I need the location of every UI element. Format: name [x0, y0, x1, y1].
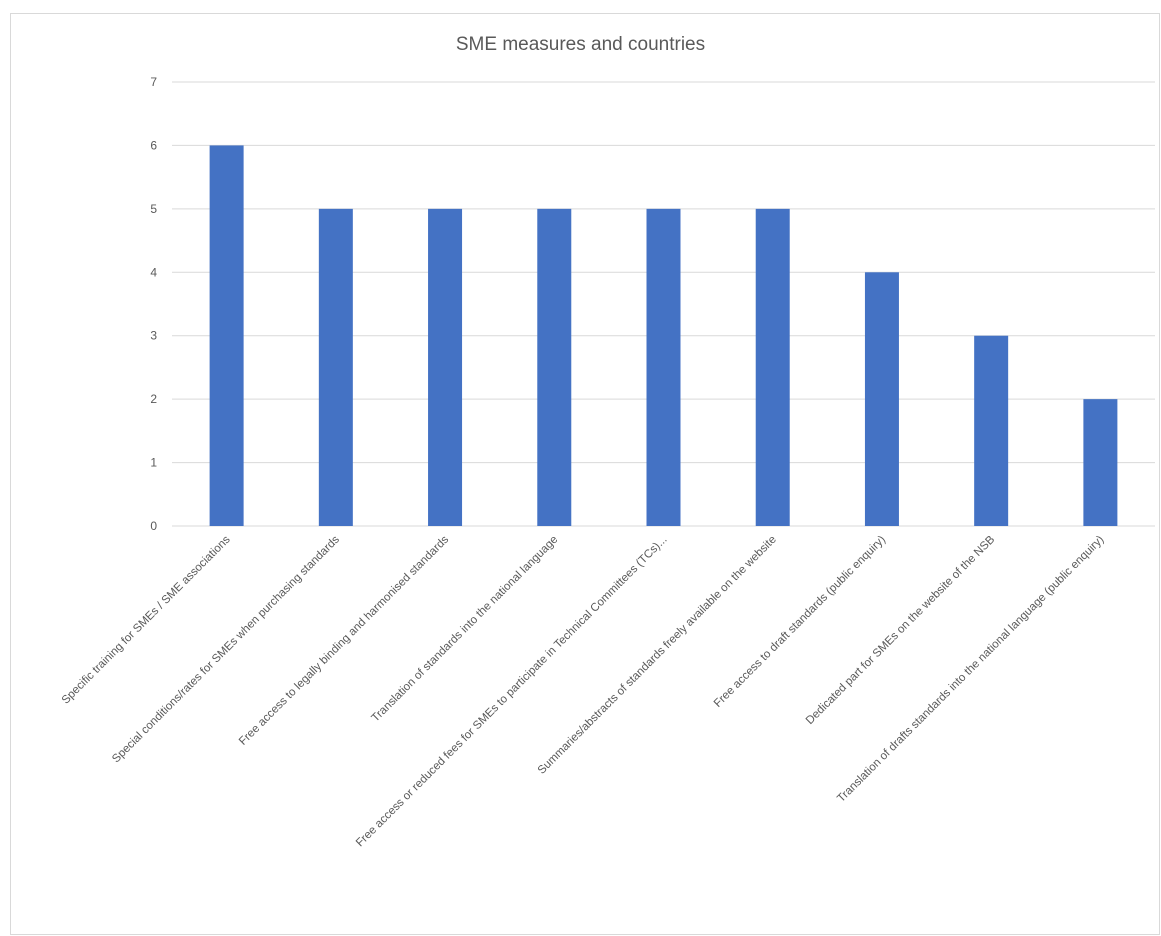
bar: [209, 145, 244, 526]
y-tick-label: 4: [150, 265, 157, 279]
y-tick-label: 5: [150, 202, 157, 216]
bar: [537, 208, 572, 526]
bar: [755, 208, 790, 526]
x-category-label: Specific training for SMEs / SME associa…: [60, 533, 233, 706]
y-tick-label: 6: [150, 138, 157, 152]
bar: [428, 208, 463, 526]
bar: [1083, 399, 1118, 526]
y-tick-label: 3: [150, 329, 157, 343]
y-tick-label: 2: [150, 392, 157, 406]
x-category-label: Summaries/abstracts of standards freely …: [536, 534, 779, 777]
x-category-label: Translation of drafts standards into the…: [835, 534, 1106, 805]
x-category-label: Dedicated part for SMEs on the website o…: [804, 533, 998, 727]
x-category-label: Translation of standards into the nation…: [370, 534, 561, 725]
x-category-label: Free access to draft standards (public e…: [712, 534, 888, 710]
chart-title: SME measures and countries: [455, 34, 706, 55]
y-tick-label: 7: [150, 75, 157, 89]
y-tick-label: 0: [150, 519, 157, 533]
chart-frame: [10, 13, 1160, 935]
y-tick-label: 1: [150, 456, 157, 470]
bar: [318, 208, 353, 526]
x-category-label: Special conditions/rates for SMEs when p…: [110, 533, 342, 765]
x-category-label: Free access to legally binding and harmo…: [237, 533, 451, 747]
bar: [646, 208, 681, 526]
bar: [974, 335, 1009, 526]
bar: [864, 272, 899, 526]
